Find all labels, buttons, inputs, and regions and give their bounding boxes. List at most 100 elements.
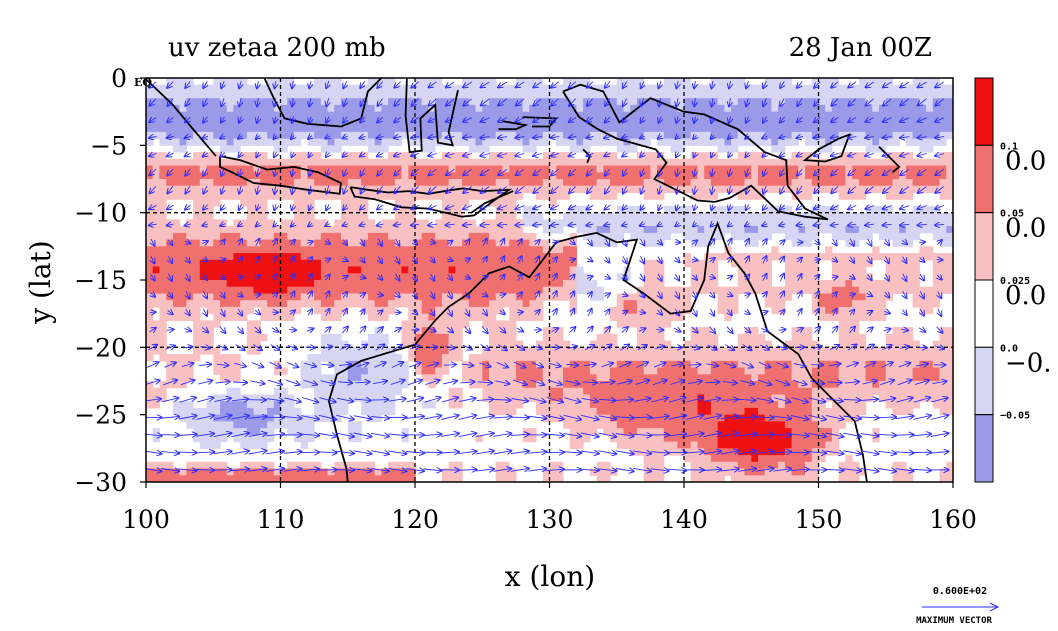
field-cell [267, 179, 275, 187]
field-cell [805, 273, 813, 281]
field-cell [320, 286, 329, 294]
field-cell [643, 441, 651, 449]
field-cell [273, 158, 282, 167]
field-cell [381, 387, 389, 395]
field-cell [152, 104, 160, 113]
field-cell [784, 374, 793, 382]
field-cell [670, 300, 678, 308]
field-cell [401, 205, 409, 214]
field-cell [226, 232, 234, 241]
field-cell [367, 179, 376, 187]
field-cell [737, 192, 746, 200]
field-cell [764, 414, 772, 422]
field-cell [354, 158, 362, 167]
field-cell [845, 98, 853, 106]
field-cell [838, 253, 846, 261]
field-cell [616, 401, 625, 409]
field-cell [623, 158, 631, 167]
field-cell [300, 158, 308, 167]
field-cell [428, 226, 436, 234]
field-cell [293, 475, 302, 482]
field-cell [825, 179, 833, 187]
field-cell [226, 266, 234, 274]
field-cell [771, 300, 779, 308]
field-cell [758, 407, 766, 416]
field-cell [374, 475, 382, 482]
field-cell [529, 280, 537, 288]
field-cell [616, 428, 625, 436]
field-cell [744, 91, 752, 99]
field-cell [421, 232, 429, 241]
field-cell [240, 286, 248, 294]
field-cell [663, 340, 672, 348]
field-cell [287, 219, 295, 227]
field-cell [193, 138, 201, 146]
field-cell [771, 165, 779, 173]
field-cell [307, 111, 315, 119]
field-cell [643, 91, 651, 99]
field-cell [717, 158, 725, 167]
field-cell [731, 434, 739, 443]
field-cell [616, 179, 625, 187]
field-cell [381, 347, 389, 355]
field-cell [845, 212, 853, 220]
field-cell [226, 367, 234, 375]
field-cell [186, 401, 194, 409]
field-cell [630, 367, 638, 375]
field-cell [764, 421, 772, 429]
field-cell [441, 280, 450, 288]
field-cell [193, 185, 201, 193]
field-cell [717, 111, 725, 119]
field-cell [220, 354, 228, 362]
field-cell [569, 434, 577, 443]
field-cell [724, 212, 732, 220]
field-cell [569, 407, 577, 416]
field-cell [751, 104, 759, 113]
field-cell [334, 253, 342, 261]
field-cell [220, 138, 228, 146]
field-cell [542, 381, 551, 389]
field-cell [737, 340, 746, 348]
field-cell [744, 434, 752, 443]
field-cell [475, 138, 483, 146]
field-cell [421, 104, 429, 113]
field-cell [690, 91, 698, 99]
field-cell [509, 266, 517, 274]
field-cell [616, 145, 625, 153]
field-cell [623, 131, 631, 140]
field-cell [805, 354, 813, 362]
field-cell [495, 293, 503, 301]
field-cell [293, 212, 302, 220]
field-cell [892, 219, 900, 227]
field-cell [731, 455, 739, 463]
field-cell [663, 172, 672, 180]
field-cell [690, 414, 698, 422]
field-cell [764, 286, 772, 294]
field-cell [172, 165, 181, 173]
field-cell [838, 475, 846, 482]
field-cell [475, 360, 483, 369]
field-cell [152, 387, 160, 395]
field-cell [327, 78, 335, 86]
field-cell [462, 125, 470, 133]
field-cell [764, 84, 772, 92]
field-cell [744, 455, 752, 463]
field-cell [401, 239, 409, 247]
field-cell [737, 253, 746, 261]
field-cell [502, 286, 510, 294]
field-cell [233, 306, 241, 315]
field-cell [798, 441, 806, 449]
field-cell [636, 340, 645, 348]
field-cell [327, 179, 335, 187]
field-cell [489, 246, 497, 254]
field-cell [475, 259, 483, 268]
field-cell [172, 138, 181, 146]
field-cell [697, 266, 705, 274]
field-cell [253, 226, 261, 234]
field-cell [334, 192, 342, 200]
field-cell [879, 118, 887, 126]
field-cell [455, 306, 463, 315]
field-cell [415, 367, 423, 375]
field-cell [616, 300, 625, 308]
field-cell [428, 286, 436, 294]
